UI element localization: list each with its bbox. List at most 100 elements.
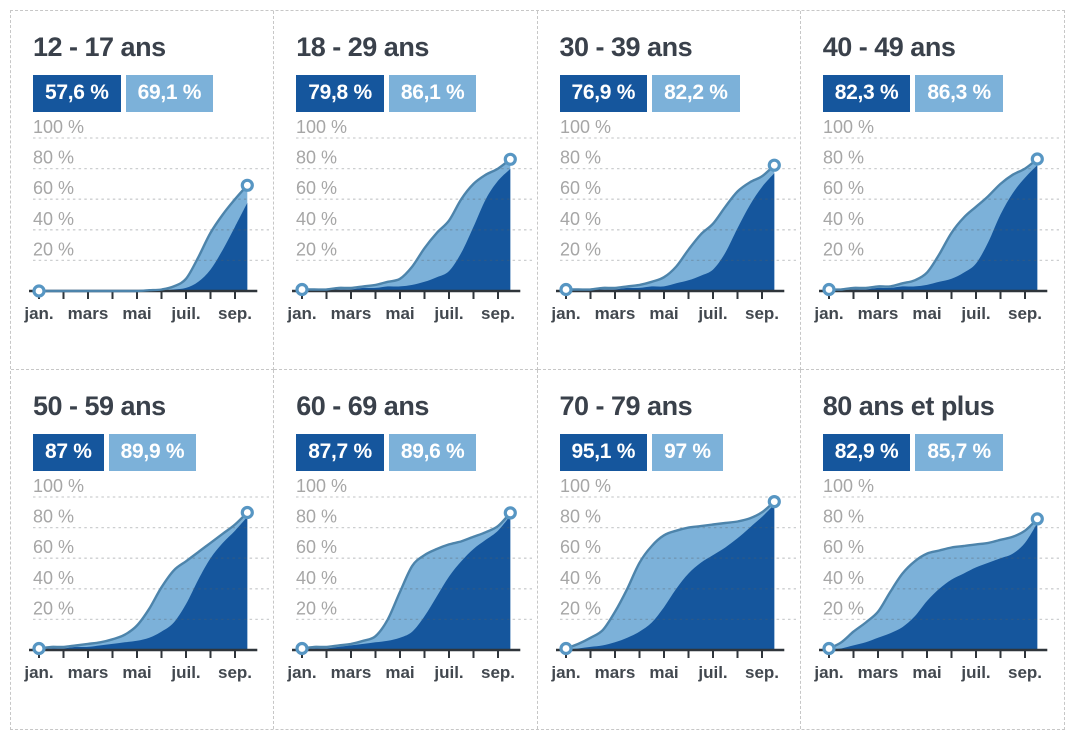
dark-blue-badge: 87,7 % bbox=[296, 433, 384, 471]
series-end-marker bbox=[240, 505, 254, 519]
x-axis-label: mai bbox=[912, 304, 941, 323]
panel-title: 18 - 29 ans bbox=[296, 32, 429, 62]
series-start-marker bbox=[295, 641, 309, 655]
y-axis-label: 20 % bbox=[296, 598, 337, 618]
age-panel-50-59: 50 - 59 ans 87 % 89,9 % 100 % 80 % 60 % 40 … bbox=[11, 370, 275, 729]
chart-canvas: 100 % 80 % 60 % 40 % 20 % jan. mars mai juil. sep… bbox=[550, 117, 796, 323]
x-axis-label: juil. bbox=[434, 663, 464, 682]
series-start-marker bbox=[32, 284, 46, 298]
x-axis-label: jan. bbox=[23, 663, 53, 682]
series-start-marker bbox=[558, 641, 573, 655]
y-axis-label: 20 % bbox=[33, 598, 74, 618]
light-blue-badge: 89,9 % bbox=[108, 433, 197, 471]
coverage-area-chart: 100 % 80 % 60 % 40 % 20 % jan. mars mai juil. sep… bbox=[23, 475, 273, 687]
light-blue-badge: 97 % bbox=[652, 433, 723, 471]
series-end-marker bbox=[240, 178, 254, 192]
y-axis-label: 40 % bbox=[823, 567, 864, 587]
y-axis-label: 80 % bbox=[823, 506, 864, 526]
panel-title: 12 - 17 ans bbox=[33, 32, 166, 62]
y-axis-label: 40 % bbox=[560, 208, 601, 228]
chart-canvas: 100 % 80 % 60 % 40 % 20 % jan. mars mai juil. sep… bbox=[23, 476, 269, 682]
age-panel-70-79: 70 - 79 ans 95,1 % 97 % 100 % 80 % 60 % 40 … bbox=[538, 370, 801, 729]
series-end-marker bbox=[767, 158, 781, 172]
light-blue-line bbox=[565, 163, 775, 291]
badge-row: 57,6 % 69,1 % bbox=[33, 74, 273, 112]
x-axis-label: jan. bbox=[813, 304, 843, 323]
dark-blue-badge: 76,9 % bbox=[559, 74, 648, 112]
y-axis-label: 80 % bbox=[33, 506, 74, 526]
chart-canvas: 100 % 80 % 60 % 40 % 20 % jan. mars mai juil. sep… bbox=[287, 117, 533, 323]
series-end-marker bbox=[767, 494, 781, 508]
panel-title: 70 - 79 ans bbox=[559, 391, 693, 421]
age-panel-18-29: 18 - 29 ans 79,8 % 86,1 % 100 % 80 % 60 % 4… bbox=[274, 11, 538, 370]
y-axis-label: 60 % bbox=[33, 178, 74, 198]
badge-row: 76,9 % 82,2 % bbox=[559, 74, 800, 112]
age-panel-60-69: 60 - 69 ans 87,7 % 89,6 % 100 % 80 % 60 % 4… bbox=[274, 370, 538, 729]
dark-blue-badge: 95,1 % bbox=[559, 433, 648, 471]
age-panel-80-plus: 80 ans et plus 82,9 % 85,7 % 100 % 80 % 60… bbox=[801, 370, 1064, 729]
light-blue-area bbox=[302, 158, 511, 291]
y-axis-label: 60 % bbox=[560, 537, 601, 557]
y-axis-label: 80 % bbox=[33, 147, 74, 167]
x-axis-label: mai bbox=[122, 663, 151, 682]
coverage-area-chart: 100 % 80 % 60 % 40 % 20 % jan. mars mai juil. sep… bbox=[813, 475, 1064, 687]
y-axis-label: 60 % bbox=[823, 537, 864, 557]
series-end-marker bbox=[503, 152, 518, 166]
x-axis-label: mars bbox=[857, 304, 898, 323]
dark-blue-area bbox=[828, 522, 1038, 650]
badge-row: 82,3 % 86,3 % bbox=[822, 74, 1064, 112]
series-end-marker bbox=[1030, 511, 1044, 526]
x-axis-label: sep. bbox=[218, 663, 252, 682]
x-axis-label: mars bbox=[594, 304, 635, 323]
x-axis-label: juil. bbox=[170, 663, 200, 682]
dark-blue-badge: 87 % bbox=[33, 433, 104, 471]
coverage-area-chart: 100 % 80 % 60 % 40 % 20 % jan. mars mai juil. sep… bbox=[550, 116, 800, 328]
x-axis-label: sep. bbox=[1008, 663, 1042, 682]
x-axis-label: sep. bbox=[1008, 304, 1042, 323]
badge-row: 95,1 % 97 % bbox=[559, 433, 800, 471]
x-axis-label: mars bbox=[68, 663, 109, 682]
x-axis-label: mars bbox=[857, 663, 898, 682]
dark-blue-area bbox=[39, 516, 248, 650]
x-axis-label: mai bbox=[649, 663, 678, 682]
y-axis-label: 40 % bbox=[823, 208, 864, 228]
y-axis-label: 80 % bbox=[823, 147, 864, 167]
light-blue-line bbox=[39, 184, 249, 292]
chart-canvas: 100 % 80 % 60 % 40 % 20 % jan. mars mai juil. sep… bbox=[550, 476, 796, 682]
series-start-marker bbox=[32, 641, 46, 655]
y-axis-label: 20 % bbox=[33, 239, 74, 259]
y-axis-label: 100 % bbox=[296, 476, 347, 496]
y-axis-label: 20 % bbox=[823, 239, 864, 259]
y-axis-label: 40 % bbox=[296, 208, 337, 228]
x-axis-label: jan. bbox=[813, 663, 843, 682]
panel-title: 60 - 69 ans bbox=[296, 391, 429, 421]
x-axis-label: sep. bbox=[218, 304, 252, 323]
x-axis-label: mars bbox=[68, 304, 109, 323]
light-blue-line bbox=[828, 157, 1038, 291]
vaccination-small-multiples-grid: 12 - 17 ans 57,6 % 69,1 % 100 % 80 % 60 % 4… bbox=[10, 10, 1065, 730]
y-axis-label: 20 % bbox=[560, 239, 601, 259]
x-axis-label: mai bbox=[122, 304, 151, 323]
chart-canvas: 100 % 80 % 60 % 40 % 20 % jan. mars mai juil. sep… bbox=[813, 476, 1059, 682]
light-blue-line bbox=[302, 511, 512, 650]
coverage-area-chart: 100 % 80 % 60 % 40 % 20 % jan. mars mai juil. sep… bbox=[550, 475, 800, 687]
x-axis-label: juil. bbox=[960, 663, 990, 682]
y-axis-label: 60 % bbox=[560, 178, 601, 198]
x-axis-label: jan. bbox=[550, 663, 580, 682]
x-axis-label: mai bbox=[386, 663, 415, 682]
x-axis-label: jan. bbox=[550, 304, 580, 323]
y-axis-label: 20 % bbox=[823, 598, 864, 618]
light-blue-badge: 86,3 % bbox=[915, 74, 1003, 112]
x-axis-label: juil. bbox=[960, 304, 990, 323]
series-start-marker bbox=[822, 282, 836, 296]
x-axis-label: jan. bbox=[23, 304, 53, 323]
age-panel-40-49: 40 - 49 ans 82,3 % 86,3 % 100 % 80 % 60 % 4… bbox=[800, 11, 1064, 370]
y-axis-label: 20 % bbox=[560, 598, 601, 618]
panel-title: 40 - 49 ans bbox=[822, 32, 956, 62]
dark-blue-area bbox=[39, 202, 248, 291]
x-axis-label: sep. bbox=[744, 304, 778, 323]
badge-row: 79,8 % 86,1 % bbox=[296, 74, 536, 112]
x-axis-label: juil. bbox=[697, 304, 727, 323]
light-blue-badge: 69,1 % bbox=[125, 74, 214, 112]
x-axis-label: jan. bbox=[287, 663, 317, 682]
